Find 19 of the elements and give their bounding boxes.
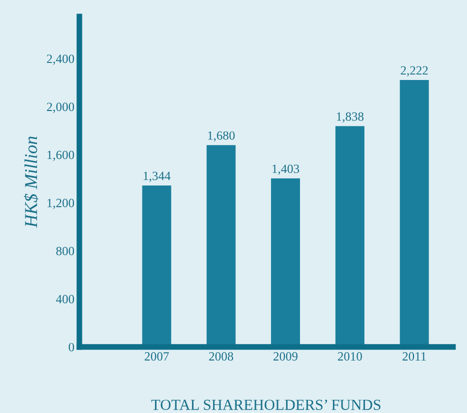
y-tick-label: 1,200 — [48, 198, 74, 210]
y-tick-label: 2,400 — [46, 54, 74, 65]
data-label: 1,838 — [336, 112, 364, 123]
x-tick-label: 2007 — [144, 352, 169, 361]
y-tick-label: 400 — [56, 294, 74, 304]
data-label: 1,344 — [144, 172, 171, 182]
y-tick-label: 2,000 — [46, 102, 74, 113]
x-tick-label: 2009 — [274, 352, 298, 361]
x-axis-title: TOTAL SHAREHOLDERS’ FUNDS — [151, 400, 380, 410]
data-label: 1,680 — [208, 131, 235, 142]
x-tick-label: 2008 — [209, 352, 234, 361]
x-tick-label: 2011 — [402, 352, 426, 361]
y-tick-label: 800 — [56, 246, 74, 256]
x-tick-label: 2010 — [338, 352, 362, 361]
data-label: 1,403 — [272, 164, 300, 175]
y-tick-label: 1,600 — [48, 150, 74, 161]
data-label: 2,222 — [400, 66, 428, 76]
y-tick-label: 0 — [68, 342, 74, 352]
y-axis-title: HK$ Million — [24, 136, 38, 228]
